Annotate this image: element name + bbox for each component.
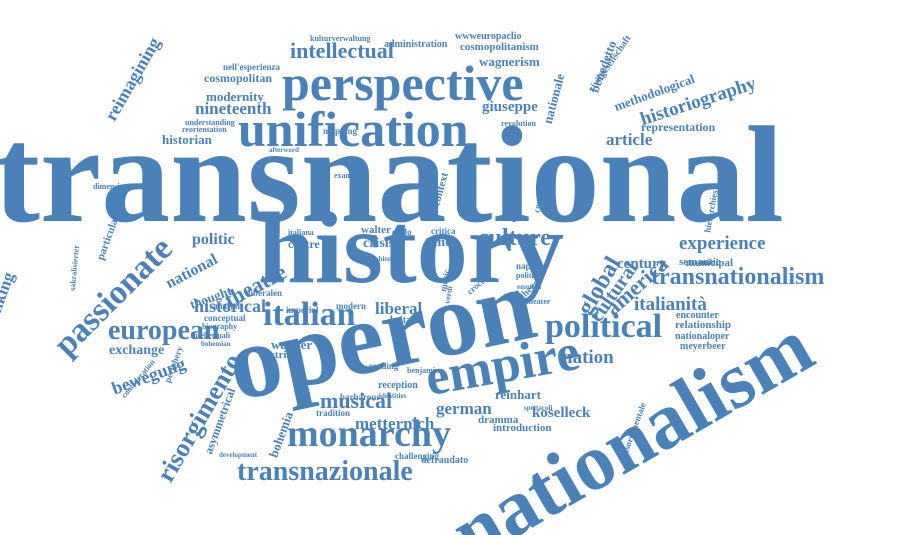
- word-koselleck: koselleck: [532, 405, 591, 421]
- word-centre: centre: [288, 237, 320, 251]
- word-britain: britain: [390, 315, 420, 326]
- word-crisis: crisis: [363, 236, 395, 251]
- word-political: political: [545, 308, 663, 345]
- word-metternich: metternich: [355, 414, 435, 433]
- word-emotion: emotion: [517, 283, 542, 291]
- word-analysis: analysis: [213, 301, 244, 311]
- word-european: european: [108, 315, 220, 346]
- word-liberalen: liberalen: [248, 288, 282, 298]
- word-reorientation: reorientation: [182, 125, 227, 134]
- word-politik: politik: [516, 271, 539, 280]
- word-challenging: challenging: [395, 451, 440, 461]
- word-biography: biography: [202, 322, 238, 331]
- word-kulturverwaltung: kulturverwaltung: [310, 34, 371, 43]
- word-italiana: italiana: [288, 228, 314, 237]
- word-experience: experience: [679, 233, 766, 254]
- word-sakralisierter: sakralisierter: [67, 244, 81, 292]
- word-tradition: tradition: [316, 408, 351, 418]
- word-barbarous: barbarous: [340, 392, 380, 402]
- word-nineteenth: nineteenth: [195, 99, 272, 118]
- word-introduction: introduction: [493, 422, 552, 434]
- word-wagnerism: wagnerism: [479, 54, 540, 69]
- word-century: century: [617, 256, 667, 272]
- word-liberal: liberal: [375, 299, 423, 318]
- word-benjamin: benjamin: [407, 366, 440, 375]
- word-unification: unification: [238, 101, 469, 157]
- word-nationaloper: nationaloper: [675, 331, 730, 342]
- word-reinhart: reinhart: [495, 387, 541, 402]
- word-administration: administration: [384, 39, 448, 50]
- word-bohemian: bohemian: [201, 340, 231, 348]
- word-intellectual: intellectual: [290, 38, 394, 63]
- word-semantic: semantic: [679, 256, 721, 268]
- word-modern: modern: [336, 301, 366, 311]
- word-italian: italian: [263, 296, 356, 333]
- word-national: nation: [562, 347, 614, 368]
- word-exchange: exchange: [109, 343, 165, 358]
- word-municipal: municipal: [686, 257, 734, 269]
- word-austrian: austrian: [259, 349, 299, 361]
- word-meyerbeer: meyerbeer: [680, 341, 726, 352]
- word-theater: theater: [526, 297, 551, 306]
- word-critica: critica: [431, 226, 456, 236]
- word-time: time: [425, 235, 452, 250]
- word-cosmopolitan: cosmopolitan: [204, 71, 273, 85]
- word-relationship: relationship: [675, 319, 732, 331]
- word-revolution: revolution: [501, 119, 536, 128]
- word-spettacoli: spettacoli: [524, 404, 553, 412]
- word-reimagining: transnazionale: [237, 456, 413, 487]
- word-wwweuropaclio: wwweuropaclio: [455, 31, 522, 42]
- word-cosmopolitanism: cosmopolitanism: [460, 41, 539, 53]
- word-representation: representation: [641, 120, 716, 134]
- word-mapping: mapping: [323, 126, 358, 136]
- word-identities: identities: [379, 392, 407, 400]
- word-dramma: dramma: [478, 414, 519, 426]
- word-understanding: understanding: [185, 118, 235, 127]
- word-global: historical: [194, 296, 266, 316]
- word-nation: politic: [192, 231, 235, 248]
- word-perspective: perspective: [282, 55, 524, 111]
- word-musical: musical: [320, 388, 393, 413]
- word-afterword: afterword: [269, 146, 299, 154]
- word-reading: reading: [369, 361, 399, 371]
- word-culture: culture: [478, 225, 551, 251]
- word-naples: naples: [516, 261, 541, 271]
- word-risorgimento: transnationalism: [651, 264, 825, 290]
- word-dimensionen: dimensionen: [93, 182, 137, 191]
- word-reception: reception: [378, 380, 418, 391]
- word-transnational: transnational: [0, 98, 784, 251]
- word-monarchy: monarchy: [287, 413, 451, 455]
- word-german: german: [436, 399, 492, 418]
- word-history: history: [258, 192, 564, 305]
- word-conceptual: conceptual: [204, 313, 246, 323]
- word-intellettuali: intellettuali: [191, 331, 231, 340]
- word-imperial: imperial: [286, 305, 319, 315]
- word-carlo: carlo: [392, 227, 412, 237]
- word-wagner: wagner: [271, 337, 313, 352]
- word-historical: article: [606, 130, 653, 149]
- word-fashion: fashion: [370, 255, 392, 263]
- word-defraudato: defraudato: [421, 455, 469, 466]
- word-historian: historian: [162, 132, 212, 147]
- word-example: example: [334, 171, 363, 180]
- word-giuseppe: giuseppe: [482, 99, 538, 115]
- word-transnationalism: rethinking: [0, 269, 19, 348]
- word-italianita: italianità: [634, 294, 707, 315]
- word-development: development: [219, 451, 258, 459]
- word-modernity: modernity: [206, 89, 264, 104]
- word-walter: walter: [361, 224, 391, 236]
- word-nell-esperienza: nell'esperienza: [223, 62, 280, 72]
- word-encounter: encounter: [676, 310, 719, 321]
